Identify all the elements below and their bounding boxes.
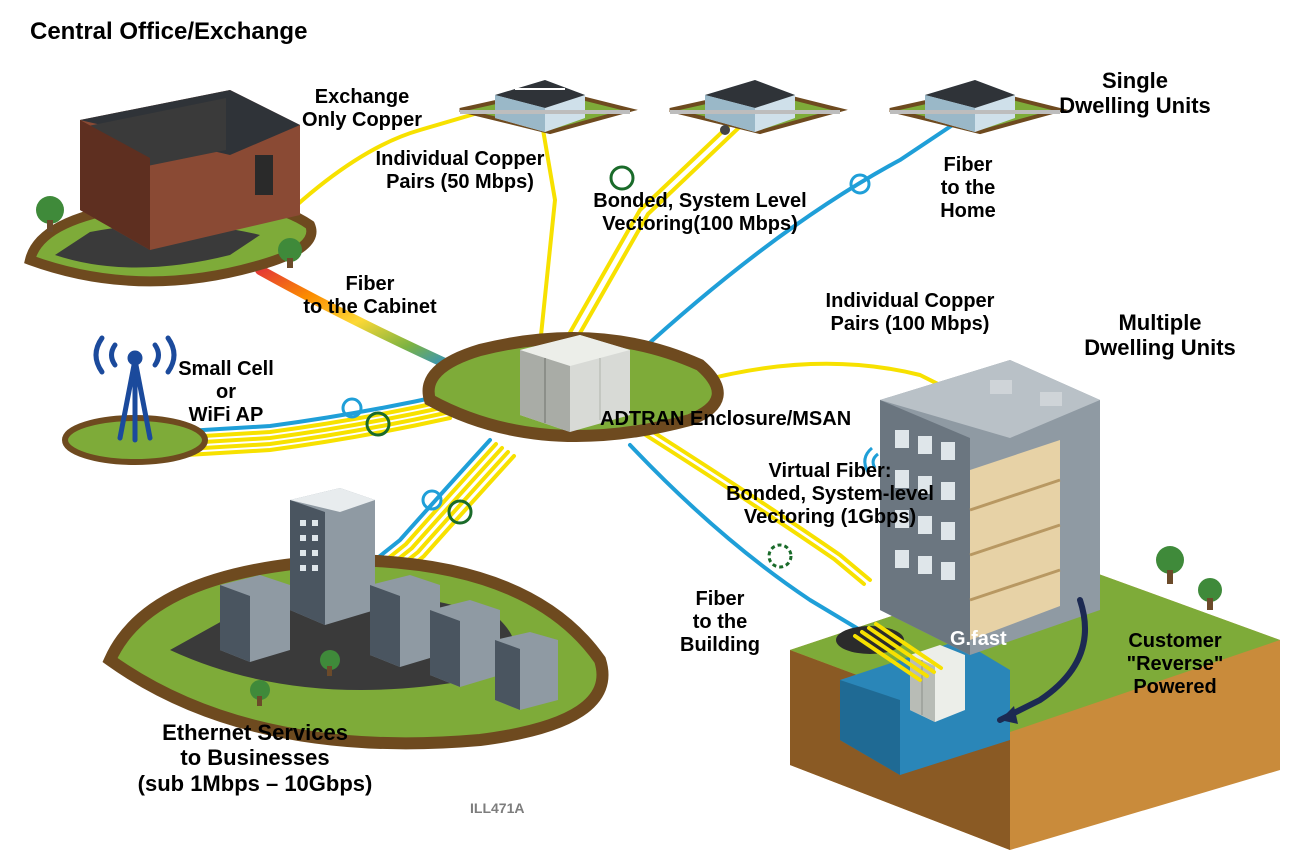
sdu-house-2 (670, 80, 840, 135)
label-fiber-cabinet: Fiber to the Cabinet (303, 273, 436, 319)
label-adtran: ADTRAN Enclosure/MSAN (600, 408, 851, 431)
label-ethernet-biz: Ethernet Services to Businesses (sub 1Mb… (138, 720, 373, 796)
footer-id: ILL471A (470, 800, 524, 816)
label-reverse-powered: Customer "Reverse" Powered (1127, 630, 1224, 699)
business-cluster-node (110, 488, 603, 743)
label-central-office: Central Office/Exchange (30, 18, 307, 46)
label-small-cell: Small Cell or WiFi AP (178, 358, 274, 427)
mdu-node (790, 360, 1280, 850)
label-single-dwelling: Single Dwelling Units (1059, 68, 1211, 119)
sdu-house-3 (890, 80, 1060, 132)
label-indiv-copper-50: Individual Copper Pairs (50 Mbps) (376, 148, 545, 194)
label-indiv-copper-100: Individual Copper Pairs (100 Mbps) (826, 290, 995, 336)
label-exchange-only-copper: Exchange Only Copper (302, 86, 422, 132)
label-fiber-building: Fiber to the Building (680, 588, 760, 657)
label-virtual-fiber: Virtual Fiber: Bonded, System-level Vect… (726, 460, 934, 529)
label-fiber-home: Fiber to the Home (940, 154, 996, 223)
label-multiple-dwelling: Multiple Dwelling Units (1084, 310, 1236, 361)
central-office-node (30, 90, 311, 281)
network-diagram-canvas: Central Office/Exchange Exchange Only Co… (0, 0, 1300, 859)
label-gfast: G.fast (950, 628, 1007, 651)
sdu-house-1 (460, 80, 630, 132)
label-bonded-100: Bonded, System Level Vectoring(100 Mbps) (593, 190, 806, 236)
